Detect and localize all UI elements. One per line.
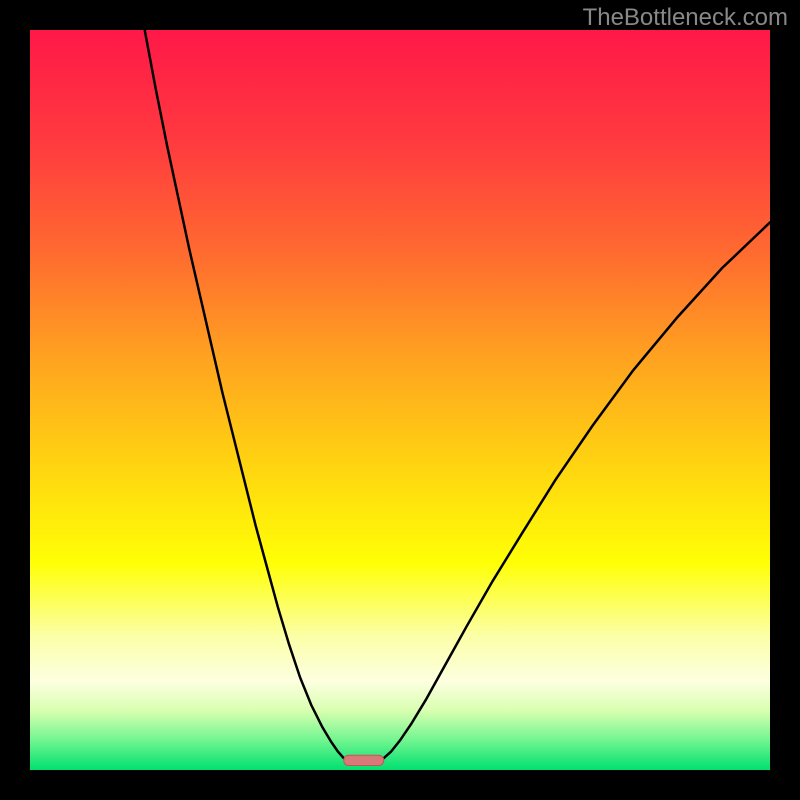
watermark-text: TheBottleneck.com bbox=[583, 4, 788, 32]
plot-area bbox=[30, 30, 770, 770]
gradient-background bbox=[30, 30, 770, 770]
chart-container: TheBottleneck.com bbox=[0, 0, 800, 800]
bottleneck-marker bbox=[344, 755, 384, 765]
chart-svg bbox=[30, 30, 770, 770]
